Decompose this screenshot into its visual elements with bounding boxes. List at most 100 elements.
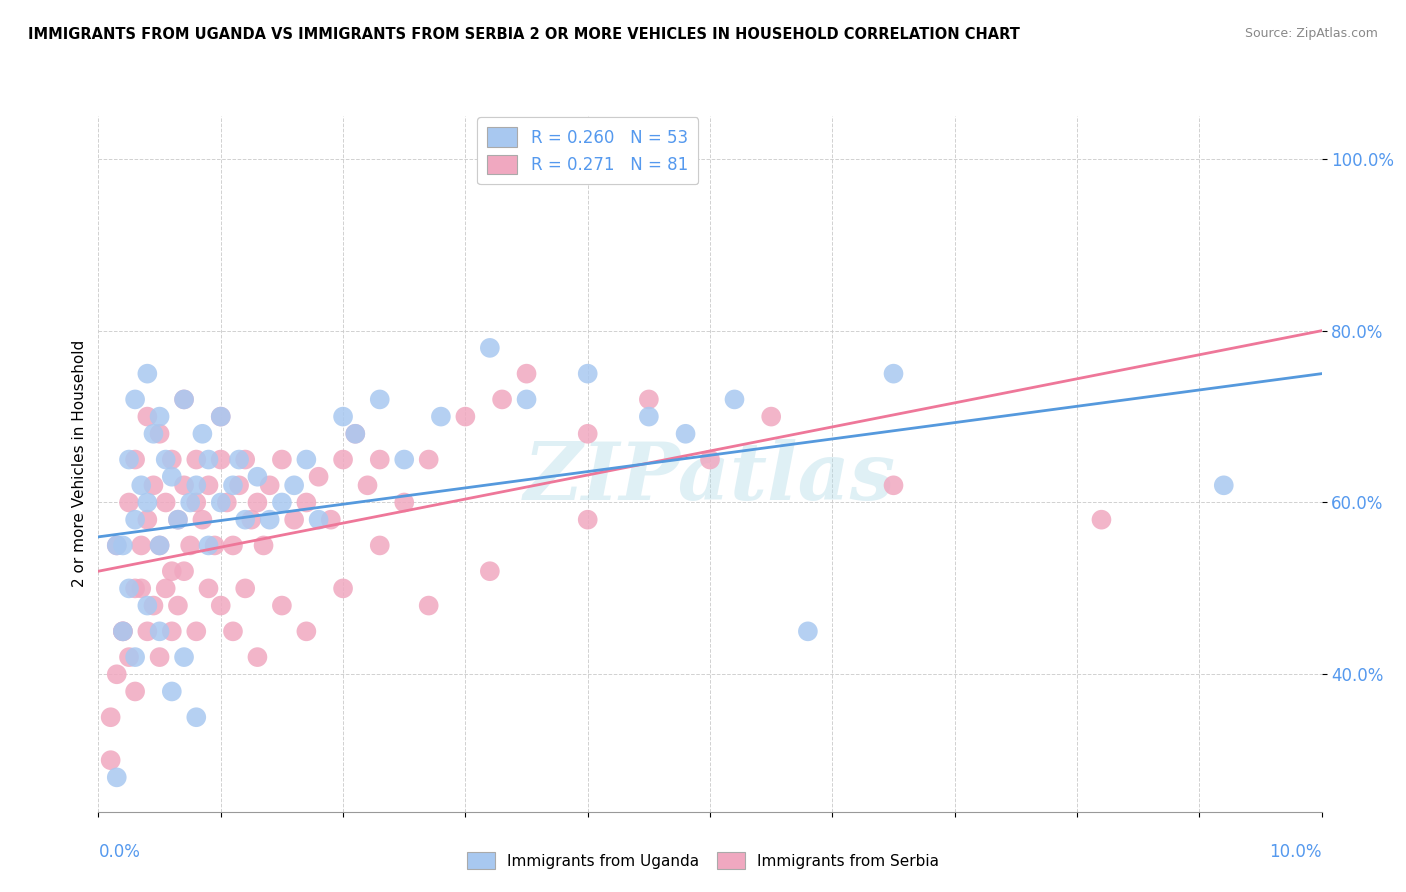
Point <box>332 409 354 424</box>
Point <box>368 452 391 467</box>
Point <box>228 478 250 492</box>
Point <box>883 478 905 492</box>
Point <box>124 684 146 698</box>
Point <box>105 538 128 552</box>
Point <box>637 409 661 424</box>
Point <box>100 753 122 767</box>
Point <box>516 367 538 381</box>
Point <box>124 513 146 527</box>
Point <box>699 452 721 467</box>
Point <box>392 495 416 509</box>
Point <box>209 409 232 424</box>
Point <box>246 469 269 483</box>
Point <box>173 650 195 665</box>
Point <box>883 367 905 381</box>
Point <box>233 452 256 467</box>
Point <box>576 513 599 527</box>
Point <box>136 624 159 639</box>
Point <box>136 409 159 424</box>
Point <box>186 478 208 492</box>
Point <box>240 513 263 527</box>
Point <box>136 599 159 613</box>
Point <box>155 582 177 596</box>
Point <box>111 624 134 639</box>
Point <box>197 452 219 467</box>
Point <box>136 495 159 509</box>
Point <box>129 478 152 492</box>
Point <box>173 392 195 407</box>
Point <box>160 624 183 639</box>
Point <box>149 624 172 639</box>
Point <box>319 513 342 527</box>
Text: ZIPatlas: ZIPatlas <box>524 439 896 516</box>
Point <box>478 564 501 578</box>
Legend: Immigrants from Uganda, Immigrants from Serbia: Immigrants from Uganda, Immigrants from … <box>461 846 945 875</box>
Point <box>222 624 245 639</box>
Point <box>142 599 165 613</box>
Point <box>167 513 190 527</box>
Legend: R = 0.260   N = 53, R = 0.271   N = 81: R = 0.260 N = 53, R = 0.271 N = 81 <box>478 118 697 184</box>
Point <box>167 599 190 613</box>
Point <box>129 538 152 552</box>
Point <box>155 452 177 467</box>
Point <box>149 426 172 441</box>
Point <box>209 495 232 509</box>
Point <box>209 409 232 424</box>
Point <box>308 469 330 483</box>
Text: Source: ZipAtlas.com: Source: ZipAtlas.com <box>1244 27 1378 40</box>
Point <box>149 538 172 552</box>
Point <box>1212 478 1234 492</box>
Point <box>155 495 177 509</box>
Point <box>186 624 208 639</box>
Point <box>197 478 219 492</box>
Point <box>209 452 232 467</box>
Point <box>1090 513 1112 527</box>
Y-axis label: 2 or more Vehicles in Household: 2 or more Vehicles in Household <box>72 340 87 588</box>
Point <box>332 452 354 467</box>
Point <box>179 538 201 552</box>
Point <box>478 341 501 355</box>
Point <box>308 513 330 527</box>
Point <box>761 409 783 424</box>
Point <box>118 495 141 509</box>
Point <box>105 667 128 681</box>
Point <box>295 495 318 509</box>
Point <box>430 409 453 424</box>
Point <box>111 624 134 639</box>
Point <box>332 582 354 596</box>
Point <box>270 495 294 509</box>
Point <box>246 650 269 665</box>
Point <box>105 770 128 784</box>
Point <box>124 452 146 467</box>
Point <box>344 426 367 441</box>
Point <box>576 426 599 441</box>
Point <box>197 538 219 552</box>
Point <box>186 495 208 509</box>
Point <box>368 392 391 407</box>
Point <box>173 392 195 407</box>
Point <box>197 582 219 596</box>
Point <box>204 538 226 552</box>
Point <box>186 452 208 467</box>
Point <box>252 538 274 552</box>
Point <box>270 452 294 467</box>
Point <box>149 409 172 424</box>
Point <box>246 495 269 509</box>
Point <box>111 624 134 639</box>
Point <box>222 478 245 492</box>
Point <box>124 582 146 596</box>
Point <box>392 452 416 467</box>
Point <box>259 478 281 492</box>
Point <box>118 650 141 665</box>
Point <box>105 538 128 552</box>
Point <box>167 513 190 527</box>
Text: 0.0%: 0.0% <box>98 843 141 861</box>
Point <box>368 538 391 552</box>
Point <box>142 478 165 492</box>
Point <box>160 564 183 578</box>
Point <box>233 513 256 527</box>
Point <box>295 452 318 467</box>
Point <box>295 624 318 639</box>
Point <box>179 495 201 509</box>
Point <box>142 426 165 441</box>
